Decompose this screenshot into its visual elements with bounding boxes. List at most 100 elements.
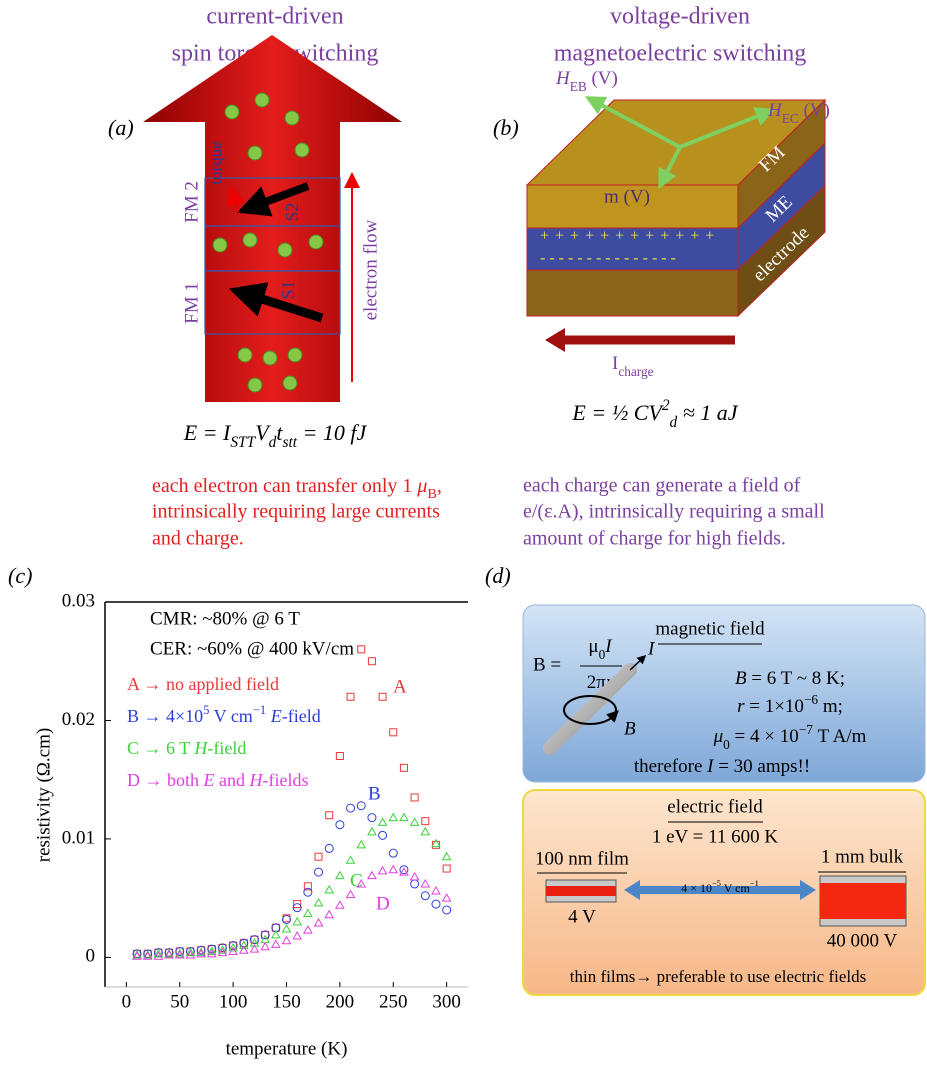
marker — [389, 849, 397, 857]
marker — [315, 868, 323, 876]
figure: current-driven spin torque switching (a)… — [0, 0, 927, 1075]
field-value: 4 × 10−5 V cm−1 — [681, 879, 759, 894]
text-run: ≈ 1 aJ — [677, 400, 739, 425]
marker — [379, 818, 387, 825]
text-run: each electron can transfer only 1 — [152, 475, 417, 497]
formula: B = — [533, 654, 561, 675]
marker — [283, 937, 291, 944]
marker — [443, 865, 450, 872]
marker — [389, 866, 397, 873]
text-run: charge — [618, 364, 653, 379]
marker — [304, 910, 312, 917]
conclusion: therefore I = 30 amps!! — [634, 756, 810, 777]
text-run: H — [249, 770, 264, 790]
marker — [421, 892, 429, 900]
marker — [411, 818, 419, 825]
x-tick-label: 200 — [326, 991, 355, 1012]
fact: μ0 = 4 × 10−7 T A/m — [713, 722, 867, 752]
text-run: C → 6 T — [127, 738, 194, 758]
text-run: H — [193, 738, 208, 758]
marker — [293, 918, 301, 925]
legend-entry: B → 4×105 V cm−1 E-field — [127, 703, 321, 726]
text-run: -field — [282, 706, 321, 726]
marker — [272, 940, 280, 947]
marker — [358, 646, 365, 653]
marker — [443, 894, 451, 901]
text-run: μ — [713, 726, 724, 747]
x-tick-label: 300 — [432, 991, 461, 1012]
equation: E = ISTTVdtstt = 10 fJ — [183, 420, 368, 451]
box-heading: magnetic field — [655, 618, 765, 639]
curve-label: B — [368, 783, 381, 804]
marker — [336, 753, 343, 760]
marker — [347, 804, 355, 812]
marker — [368, 814, 376, 822]
fact: B = 6 T ~ 8 K; — [735, 668, 845, 689]
voltage: 4 V — [568, 906, 596, 927]
marker — [411, 873, 419, 880]
fact: 1 eV = 11 600 K — [652, 826, 779, 847]
marker — [315, 853, 322, 860]
marker — [336, 872, 344, 879]
note: amount of charge for high fields. — [523, 528, 786, 550]
panel-label: (a) — [108, 115, 134, 140]
marker — [304, 926, 312, 933]
text-run: H — [767, 100, 783, 121]
text-run: −1 — [750, 879, 759, 888]
note: each charge can generate a field of — [523, 475, 801, 497]
text-run: -fields — [263, 770, 309, 790]
text-run: B — [735, 668, 747, 689]
text-run: B — [427, 487, 436, 502]
text-run: T A/m — [813, 726, 867, 747]
marker — [326, 812, 333, 819]
marker — [368, 872, 376, 879]
marker — [325, 844, 333, 852]
sample-label: 100 nm film — [535, 848, 629, 869]
x-tick-label: 0 — [122, 991, 132, 1012]
text-run: , — [437, 475, 442, 497]
text-run: = 30 amps!! — [713, 756, 810, 777]
fact: r = 1×10−6 m; — [737, 692, 843, 718]
marker — [325, 886, 333, 893]
box-heading: electric field — [667, 796, 763, 817]
field-label: HEB (V) — [555, 68, 618, 93]
marker — [379, 867, 387, 874]
charge-label: Icharge — [612, 353, 654, 378]
film-layer — [546, 886, 616, 896]
marker — [421, 828, 429, 835]
text-run: V cm — [721, 881, 751, 895]
y-tick-label: 0.02 — [62, 709, 95, 730]
note: each electron can transfer only 1 μB, — [152, 475, 442, 502]
field-label: B — [624, 718, 636, 739]
x-tick-label: 50 — [170, 991, 189, 1012]
electrode-layer — [527, 270, 738, 316]
text-run: = 10 fJ — [297, 420, 367, 445]
marker — [293, 932, 301, 939]
marker — [336, 901, 344, 908]
marker — [389, 814, 397, 821]
panel-title: magnetoelectric switching — [554, 41, 807, 67]
text-run: E = I — [183, 420, 232, 445]
voltage: 40 000 V — [827, 930, 898, 951]
text-run: (V) — [587, 68, 618, 89]
text-run: −1 — [253, 703, 266, 717]
x-tick-label: 250 — [379, 991, 408, 1012]
y-tick-label: 0 — [86, 946, 96, 967]
text-run: H — [555, 68, 571, 89]
marker — [379, 831, 387, 839]
x-axis-label: temperature (K) — [226, 1038, 348, 1059]
text-run: -field — [207, 738, 246, 758]
x-tick-label: 150 — [272, 991, 301, 1012]
annotation: CMR: ~80% @ 6 T — [150, 608, 300, 629]
marker — [422, 818, 429, 825]
marker — [379, 693, 386, 700]
text-run: E — [203, 770, 215, 790]
text-run: −7 — [799, 722, 813, 737]
flow-label: electron flow — [360, 219, 381, 320]
text-run: E = ½ CV — [571, 400, 664, 425]
note: intrinsically requiring large currents — [152, 501, 440, 523]
marker — [411, 794, 418, 801]
marker — [347, 891, 355, 898]
panel-title: current-driven — [206, 4, 343, 30]
